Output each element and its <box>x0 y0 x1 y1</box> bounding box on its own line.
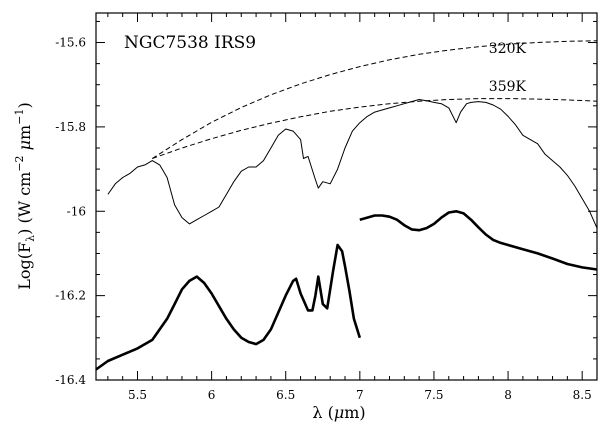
series-line-4 <box>95 243 362 371</box>
series-line-3 <box>107 99 598 229</box>
x-tick-label: 6 <box>208 388 216 402</box>
y-tick-labels: -16.4 -16.2 -16 -15.8 -15.6 <box>55 36 86 387</box>
x-tick-label: 5.5 <box>128 388 147 402</box>
annotation-359k: 359K <box>489 79 527 95</box>
series-line-2 <box>152 98 598 159</box>
x-tick-label: 8.5 <box>573 388 592 402</box>
x-tick-label: 7 <box>356 388 364 402</box>
plot-frame <box>95 12 598 381</box>
series-line-1 <box>152 40 598 159</box>
series-group <box>95 40 598 371</box>
x-tick-label: 8 <box>504 388 512 402</box>
y-tick-label: -16.2 <box>55 289 86 303</box>
x-axis-title: λ (μm) <box>312 403 365 422</box>
y-tick-label: -16 <box>67 204 86 218</box>
plot-area: 5.5 6 6.5 7 7.5 8 8.5 -16.4-16.2-16-15.8-15.6 … <box>55 12 598 402</box>
y-tick-label: -15.8 <box>55 120 86 134</box>
x-tick-label: 7.5 <box>424 388 443 402</box>
x-tick-label: 6.5 <box>276 388 295 402</box>
tick-marks <box>96 13 598 381</box>
series-line-5 <box>359 210 598 271</box>
x-tick-labels: 5.5 6 6.5 7 7.5 8 8.5 <box>128 388 592 402</box>
annotation-320k: 320K <box>489 41 527 57</box>
chart-title: NGC7538 IRS9 <box>124 33 256 53</box>
y-tick-label: -15.6 <box>55 36 86 50</box>
y-axis-title: Log(Fλ) (W cm−2 μm−1) <box>13 102 37 289</box>
annotation-group: 320K 359K <box>489 41 527 95</box>
y-tick-label: -16.4 <box>55 373 86 387</box>
